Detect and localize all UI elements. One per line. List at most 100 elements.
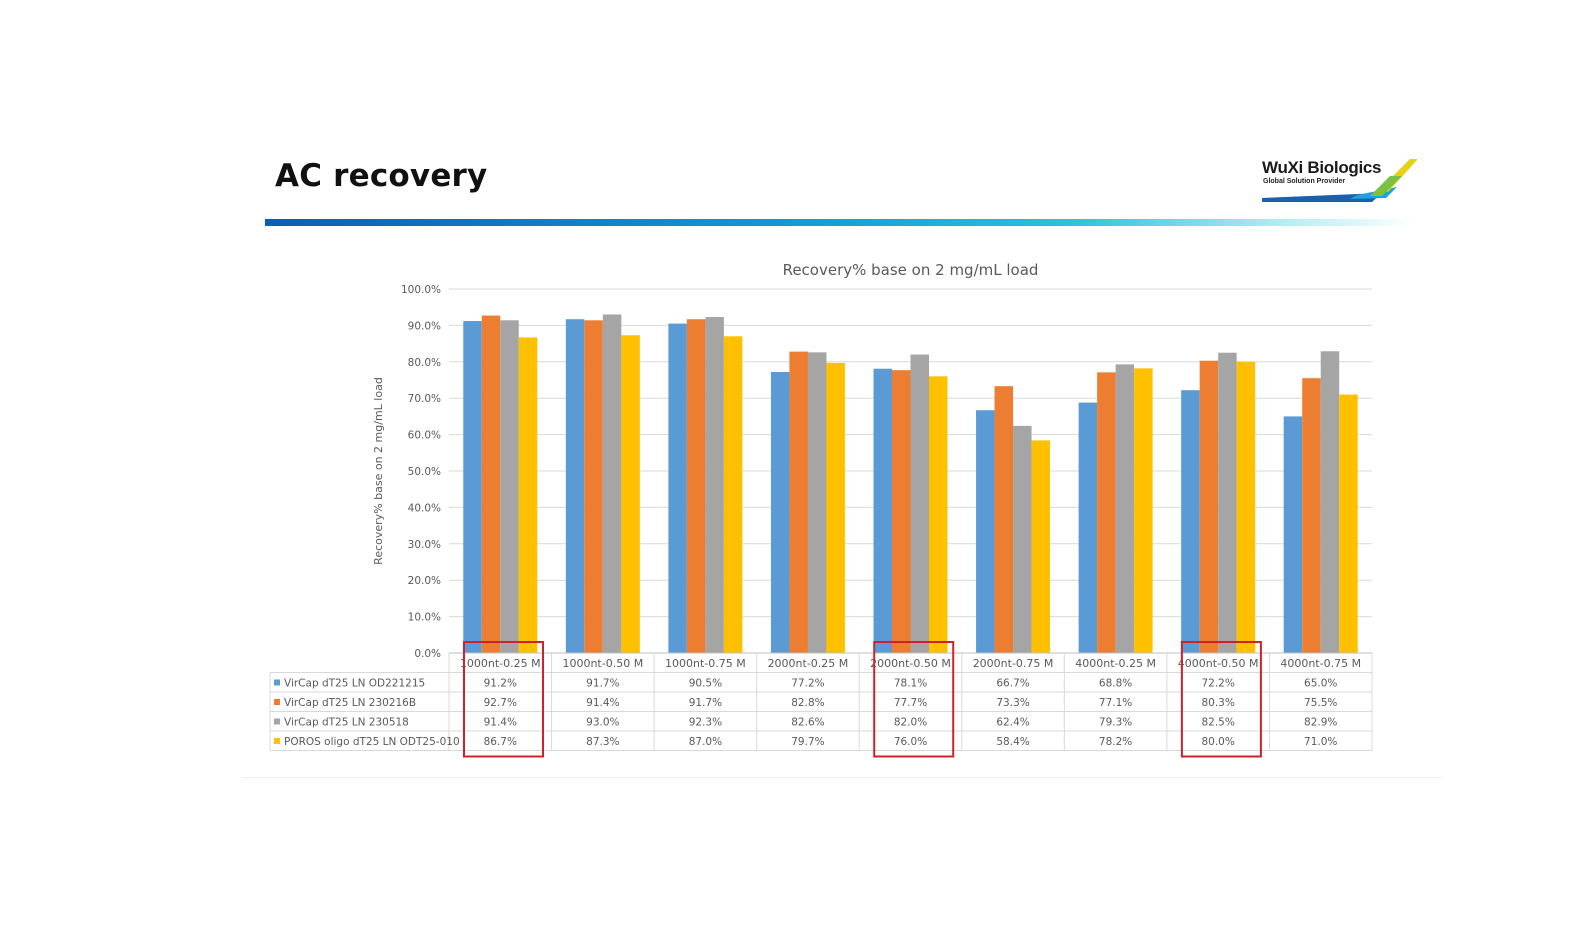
y-tick-label: 30.0% — [408, 539, 441, 551]
data-label: 82.5% — [1201, 717, 1234, 729]
data-label: 92.7% — [484, 697, 517, 709]
y-tick-label: 0.0% — [414, 648, 441, 660]
bar — [584, 320, 603, 653]
data-label: 77.1% — [1099, 697, 1132, 709]
data-label: 91.7% — [689, 697, 722, 709]
wuxi-biologics-logo: WuXi Biologics Global Solution Provider — [1262, 158, 1417, 204]
legend-swatch — [274, 699, 280, 705]
data-label: 82.0% — [894, 717, 927, 729]
bar — [500, 320, 519, 653]
data-label: 91.2% — [484, 678, 517, 690]
logo-swoosh-icon — [1262, 159, 1417, 202]
data-label: 71.0% — [1304, 736, 1337, 748]
y-tick-label: 10.0% — [408, 612, 441, 624]
title-divider-bar — [265, 219, 1415, 226]
y-tick-label: 80.0% — [408, 357, 441, 369]
bar — [807, 352, 827, 653]
x-tick-label: 1000nt-0.50 M — [562, 657, 643, 670]
legend-swatch — [274, 679, 280, 686]
data-label: 78.1% — [894, 678, 927, 690]
bar — [1181, 390, 1200, 653]
data-label: 58.4% — [996, 736, 1029, 748]
bar — [910, 354, 929, 653]
data-label: 66.7% — [996, 678, 1029, 690]
y-tick-label: 70.0% — [408, 393, 441, 405]
data-label: 75.5% — [1304, 697, 1337, 709]
x-tick-label: 4000nt-0.75 M — [1280, 657, 1361, 670]
bar — [826, 362, 845, 653]
data-label: 86.7% — [484, 736, 517, 748]
bar — [1339, 394, 1358, 653]
bar — [1134, 368, 1153, 653]
bar — [1236, 361, 1256, 653]
data-label: 78.2% — [1099, 736, 1132, 748]
bar — [892, 370, 911, 653]
x-tick-label: 2000nt-0.75 M — [973, 657, 1054, 670]
bar — [1031, 440, 1051, 653]
logo-tagline: Global Solution Provider — [1263, 178, 1346, 185]
data-label: 73.3% — [996, 697, 1029, 709]
legend-swatch — [274, 738, 280, 744]
data-label: 79.7% — [791, 736, 824, 748]
bar — [1097, 372, 1116, 653]
bar — [1218, 352, 1237, 653]
bar — [1078, 402, 1098, 653]
data-label: 82.6% — [791, 717, 824, 729]
bar — [873, 368, 892, 653]
bar — [789, 351, 808, 653]
bar — [705, 317, 724, 653]
x-tick-label: 4000nt-0.25 M — [1075, 657, 1156, 670]
footer-divider — [242, 777, 1442, 778]
logo-name: WuXi Biologics — [1262, 158, 1382, 177]
y-tick-label: 60.0% — [408, 430, 441, 442]
bar — [565, 319, 585, 653]
data-label: 91.7% — [586, 678, 619, 690]
data-label: 68.8% — [1099, 678, 1132, 690]
bar — [1302, 378, 1321, 653]
x-tick-label: 4000nt-0.50 M — [1178, 657, 1259, 670]
y-tick-label: 50.0% — [408, 466, 441, 478]
data-label: 87.3% — [586, 736, 619, 748]
bar — [463, 321, 482, 653]
bar — [518, 337, 538, 653]
x-tick-label: 2000nt-0.50 M — [870, 657, 951, 670]
chart-title: Recovery% base on 2 mg/mL load — [783, 261, 1039, 279]
data-label: 87.0% — [689, 736, 722, 748]
data-label: 82.9% — [1304, 717, 1337, 729]
y-tick-label: 90.0% — [408, 320, 441, 332]
x-tick-label: 1000nt-0.75 M — [665, 657, 746, 670]
data-label: 77.2% — [791, 678, 824, 690]
x-tick-label: 1000nt-0.25 M — [460, 657, 541, 670]
bar — [481, 315, 501, 653]
highlight-box — [463, 641, 544, 758]
bar — [770, 371, 790, 653]
bar — [668, 323, 687, 653]
bar — [621, 335, 640, 653]
data-label: 82.8% — [791, 697, 824, 709]
legend-label: VirCap dT25 LN 230216B — [284, 697, 416, 709]
data-label: 91.4% — [586, 697, 619, 709]
bar — [1283, 416, 1303, 653]
bar — [1013, 425, 1032, 653]
bar — [929, 376, 948, 653]
y-axis-title: Recovery% base on 2 mg/mL load — [372, 377, 385, 565]
bar — [1199, 360, 1219, 653]
data-label: 93.0% — [586, 717, 619, 729]
data-label: 77.7% — [894, 697, 927, 709]
data-label: 90.5% — [689, 678, 722, 690]
bar — [1320, 351, 1340, 653]
legend-label: POROS oligo dT25 LN ODT25-010 — [284, 736, 460, 748]
data-label: 91.4% — [484, 717, 517, 729]
legend-label: VirCap dT25 LN OD221215 — [284, 678, 425, 690]
data-label: 76.0% — [894, 736, 927, 748]
data-label: 80.3% — [1201, 697, 1234, 709]
bar — [994, 386, 1014, 653]
bar — [976, 410, 995, 653]
highlight-box — [873, 641, 955, 758]
bar — [723, 336, 743, 653]
bar — [602, 314, 622, 653]
data-label: 80.0% — [1201, 736, 1234, 748]
y-tick-label: 20.0% — [408, 575, 441, 587]
